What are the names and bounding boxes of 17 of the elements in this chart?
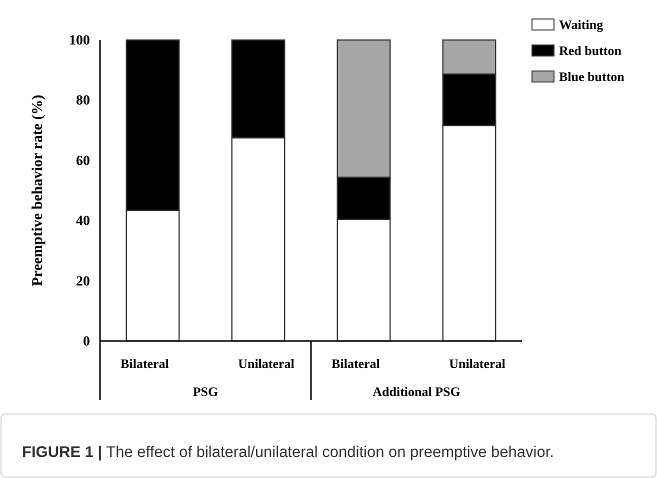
legend-label: Waiting (559, 17, 604, 32)
y-tick-label: 0 (83, 334, 90, 350)
y-tick-label: 80 (76, 94, 90, 109)
caption: FIGURE 1 | The effect of bilateral/unilateral condition on preemptive behavior. (22, 444, 554, 461)
y-tick-label: 60 (76, 154, 90, 169)
text: Additional PSG (372, 384, 460, 399)
x-tick-label: Unilateral (238, 356, 295, 371)
x-tick-label: Bilateral (120, 356, 170, 371)
x-tick-label: Bilateral (332, 356, 380, 371)
y-tick-label: 20 (76, 274, 90, 290)
legend-label: Red button (559, 43, 622, 58)
y-tick-label: 100 (69, 33, 90, 48)
y-axis-title: Preemptive behavior rate (%) (30, 94, 46, 286)
text: PSG (192, 384, 218, 399)
y-tick-label: 40 (76, 214, 90, 230)
legend-label: Blue button (559, 69, 626, 84)
x-tick-label: Unilateral (449, 356, 506, 371)
